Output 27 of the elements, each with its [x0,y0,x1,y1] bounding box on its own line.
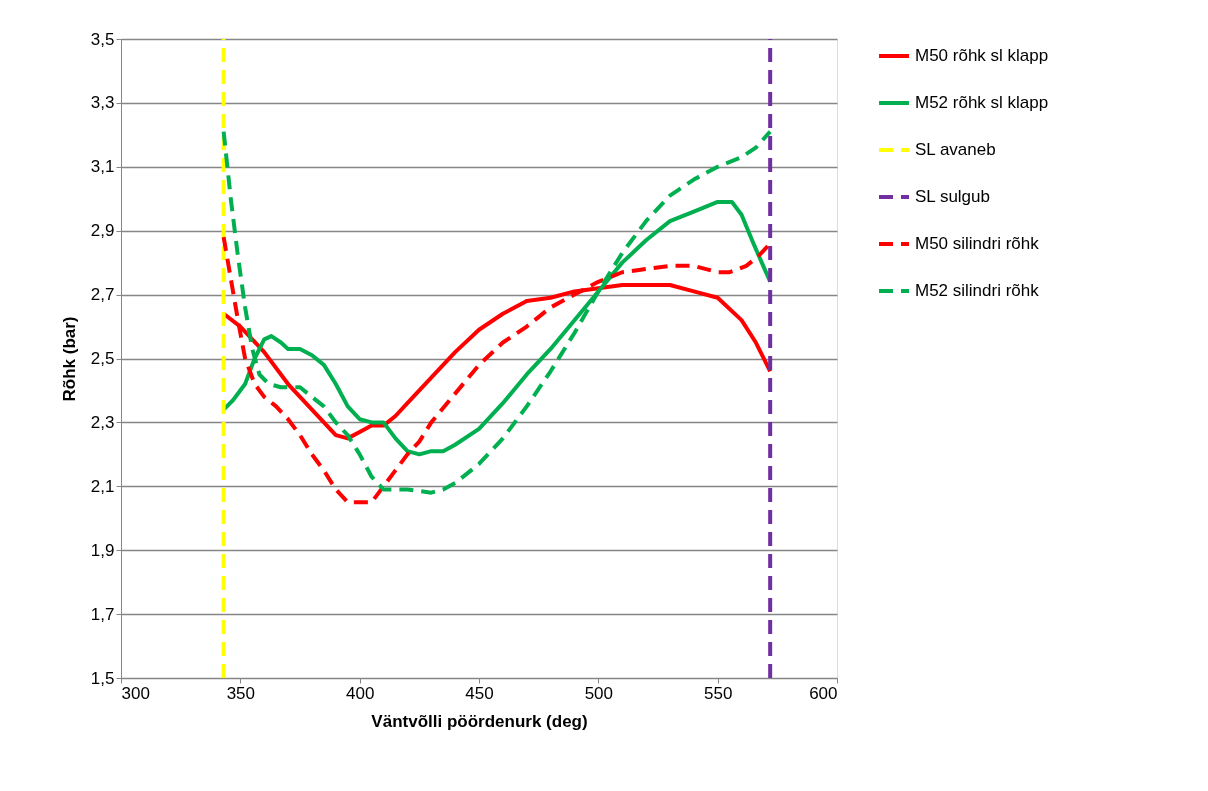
x-tick-label: 600 [809,683,838,703]
y-tick-label: 1,7 [90,604,115,624]
y-tick-label: 1,5 [90,668,115,688]
legend-label: M52 silindri rõhk [915,281,1040,300]
y-tick-label: 2,9 [90,221,115,241]
y-tick-label: 2,1 [90,476,115,496]
x-tick-label: 350 [226,683,256,703]
y-tick-label: 3,1 [90,157,115,177]
y-tick-label: 2,3 [90,412,115,432]
x-tick-label: 550 [703,683,733,703]
y-tick-label: 1,9 [90,540,115,560]
x-tick-label: 450 [465,683,494,703]
y-tick-label: 2,5 [90,349,115,368]
y-tick-label: 3,3 [90,93,115,113]
legend-label: M50 silindri rõhk [915,234,1040,253]
legend-label: SL sulgub [915,187,990,206]
x-axis-title: Väntvõlli pöördenurk (deg) [371,711,588,731]
x-tick-label: 300 [121,683,150,703]
y-tick-label: 3,5 [90,29,115,49]
x-tick-label: 500 [584,683,614,703]
legend-label: SL avaneb [915,140,996,159]
legend-label: M52 rõhk sl klapp [915,93,1049,112]
line-series [221,129,773,495]
x-tick-label: 400 [345,683,375,703]
legend-label: M50 rõhk sl klapp [915,46,1049,65]
y-axis-title: Rõhk (bar) [59,316,79,402]
y-tick-label: 2,7 [90,285,115,305]
